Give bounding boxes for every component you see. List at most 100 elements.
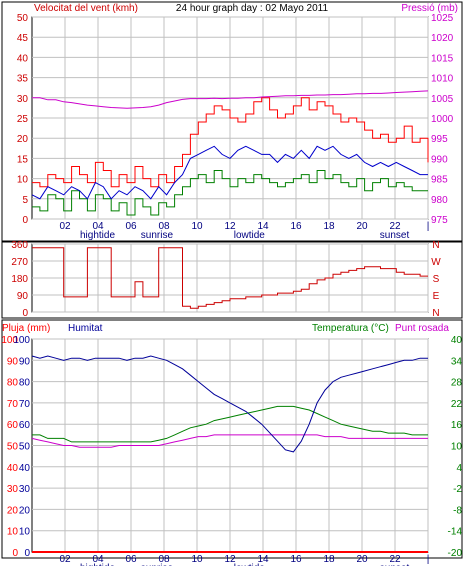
- temperature-y-tick-label: -8: [453, 505, 462, 516]
- pressure-y-tick-label: 1005: [431, 94, 454, 105]
- x-tick-label: 08: [158, 221, 170, 232]
- rain-y-tick-label: 90: [7, 356, 19, 367]
- rain-axis-label: Pluja (mm): [2, 323, 50, 334]
- compass-label-3: E: [433, 291, 440, 302]
- wind-y-tick-label: 30: [17, 94, 29, 105]
- pressure-y-tick-label: 1025: [431, 13, 454, 24]
- direction-y-tick-label: 180: [11, 274, 28, 285]
- x-tick-label: 08: [158, 554, 170, 565]
- x-tick-label: 22: [389, 221, 401, 232]
- wind-gust-line: [32, 97, 429, 188]
- humidity-y-tick-label: 90: [19, 356, 31, 367]
- x-tick-label: |: [427, 221, 430, 232]
- direction-y-tick-label: 360: [11, 240, 28, 251]
- pressure-y-tick-label: 995: [431, 134, 448, 145]
- x-tick-label: 16: [290, 554, 302, 565]
- rain-y-tick-label: 20: [7, 505, 19, 516]
- wind-direction-line: [32, 247, 428, 309]
- x-tick-label: 04: [92, 221, 104, 232]
- temperature-y-tick-label: 16: [451, 420, 463, 431]
- panel-frame-2: [1, 319, 463, 559]
- wind-avg-line: [31, 145, 428, 200]
- wind-y-tick-label: 50: [17, 13, 29, 24]
- pressure-axis-label: Pressió (mb): [401, 3, 458, 14]
- humidity-line: [31, 355, 428, 453]
- wind-y-tick-label: 10: [17, 175, 29, 186]
- event-label-sunset: sunset: [380, 563, 410, 566]
- x-tick-label: 12: [224, 221, 236, 232]
- temperature-y-tick-label: -2: [453, 484, 462, 495]
- humidity-y-tick-label: 0: [24, 548, 30, 559]
- pressure-y-tick-label: 980: [431, 195, 448, 206]
- dew-point-axis-label: Punt rosada: [395, 323, 449, 334]
- temperature-line: [32, 405, 428, 443]
- humidity-y-tick-label: 100: [13, 335, 30, 346]
- humidity-y-tick-label: 50: [19, 442, 31, 453]
- temperature-y-tick-label: 34: [451, 356, 463, 367]
- event-label-hightide: hightide: [80, 230, 115, 241]
- wind-y-tick-label: 0: [22, 215, 28, 226]
- wind-y-tick-label: 25: [17, 114, 29, 125]
- x-tick-label: 02: [59, 554, 71, 565]
- event-label-sunrise: sunrise: [141, 230, 174, 241]
- x-tick-label: 16: [290, 221, 302, 232]
- temperature-y-tick-label: 40: [451, 335, 463, 346]
- humidity-y-tick-label: 40: [19, 463, 31, 474]
- rain-y-tick-label: 30: [7, 484, 19, 495]
- temperature-y-tick-label: 4: [456, 463, 462, 474]
- dew-point-line: [31, 434, 428, 448]
- wind-low-line: [32, 170, 428, 216]
- temperature-y-tick-label: -14: [448, 527, 463, 538]
- event-label-sunset: sunset: [380, 230, 410, 241]
- humidity-y-tick-label: 10: [19, 527, 31, 538]
- panel-frame-0: [1, 1, 463, 243]
- x-tick-label: 18: [323, 221, 335, 232]
- rain-y-tick-label: 80: [7, 378, 19, 389]
- x-tick-label: 02: [59, 221, 71, 232]
- wind-y-tick-label: 40: [17, 53, 29, 64]
- direction-y-tick-label: 0: [22, 308, 28, 319]
- temperature-axis-label: Temperatura (°C): [312, 323, 389, 334]
- rain-y-tick-label: 10: [7, 527, 19, 538]
- rain-y-tick-label: 0: [12, 548, 18, 559]
- pressure-line: [32, 90, 429, 109]
- pressure-y-tick-label: 1000: [431, 114, 454, 125]
- x-tick-label: 20: [356, 221, 368, 232]
- x-tick-label: 20: [356, 554, 368, 565]
- humidity-y-tick-label: 20: [19, 505, 31, 516]
- pressure-y-tick-label: 985: [431, 175, 448, 186]
- direction-y-tick-label: 270: [11, 257, 28, 268]
- x-tick-label: 14: [257, 221, 269, 232]
- pressure-y-tick-label: 1020: [431, 33, 454, 44]
- humidity-y-tick-label: 80: [19, 378, 31, 389]
- wind-y-tick-label: 15: [17, 154, 29, 165]
- event-label-hightide: hightide: [80, 563, 115, 566]
- compass-label-1: W: [431, 257, 441, 268]
- rain-y-tick-label: 70: [7, 399, 19, 410]
- rain-y-tick-label: 100: [1, 335, 18, 346]
- rain-y-tick-label: 50: [7, 442, 19, 453]
- compass-label-2: S: [433, 274, 440, 285]
- temperature-y-tick-label: 28: [451, 378, 463, 389]
- rain-y-tick-label: 40: [7, 463, 19, 474]
- x-tick-label: 06: [125, 221, 137, 232]
- wind-axis-label: Velocitat del vent (kmh): [34, 3, 138, 14]
- x-tick-label: |: [427, 554, 430, 565]
- humidity-axis-label: Humitat: [68, 323, 103, 334]
- event-label-lowtide: lowtide: [234, 563, 266, 566]
- compass-label-4: N: [432, 308, 439, 319]
- temperature-y-tick-label: -20: [448, 548, 463, 559]
- wind-y-tick-label: 45: [17, 33, 29, 44]
- pressure-y-tick-label: 1010: [431, 74, 454, 85]
- x-tick-label: 14: [257, 554, 269, 565]
- wind-y-tick-label: 20: [17, 134, 29, 145]
- x-tick-label: 18: [323, 554, 335, 565]
- wind-y-tick-label: 35: [17, 74, 29, 85]
- x-tick-label: 22: [389, 554, 401, 565]
- temperature-y-tick-label: 22: [451, 399, 463, 410]
- direction-y-tick-label: 90: [17, 291, 29, 302]
- compass-label-0: N: [432, 240, 439, 251]
- wind-y-tick-label: 5: [22, 195, 28, 206]
